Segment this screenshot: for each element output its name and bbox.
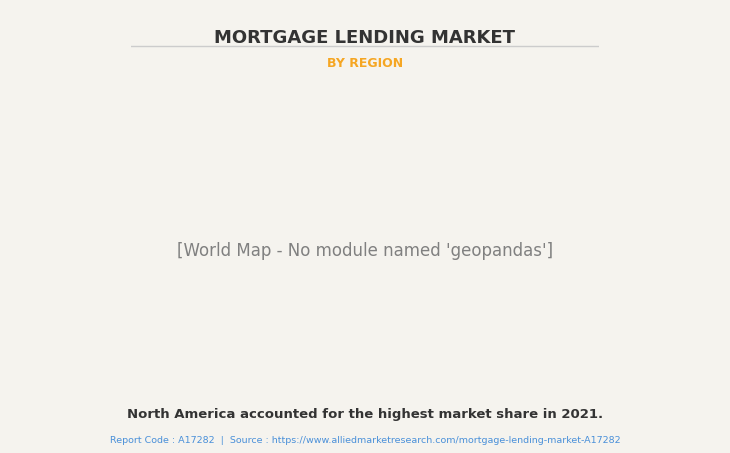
Text: [World Map - No module named 'geopandas']: [World Map - No module named 'geopandas'…: [177, 242, 553, 260]
Text: BY REGION: BY REGION: [327, 57, 403, 70]
Text: MORTGAGE LENDING MARKET: MORTGAGE LENDING MARKET: [215, 29, 515, 48]
Text: North America accounted for the highest market share in 2021.: North America accounted for the highest …: [127, 408, 603, 421]
Text: Report Code : A17282  |  Source : https://www.alliedmarketresearch.com/mortgage-: Report Code : A17282 | Source : https://…: [110, 436, 620, 445]
